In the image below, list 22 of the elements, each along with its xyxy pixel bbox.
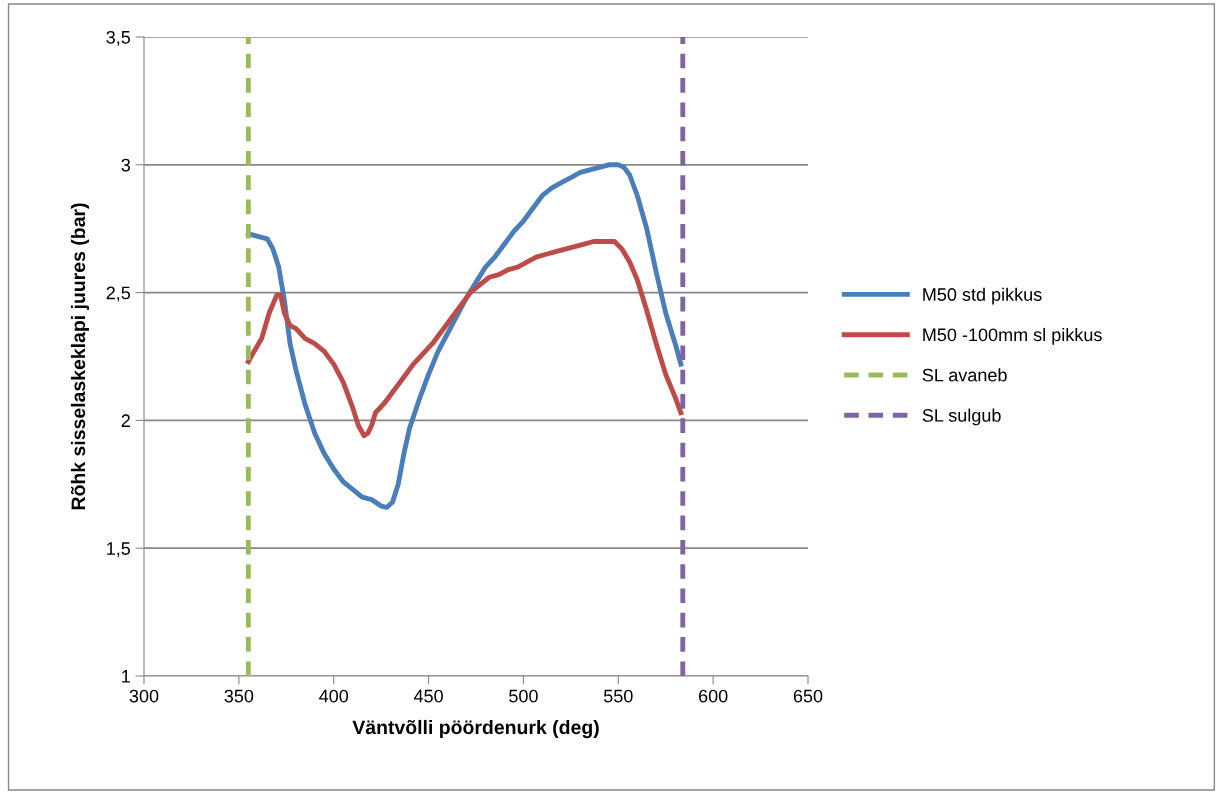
x-tick-label: 400 (319, 689, 349, 703)
line-series (245, 162, 684, 510)
legend-label: M50 -100mm sl pikkus (923, 327, 1102, 345)
x-tick-label: 600 (699, 689, 728, 703)
y-tick-label: 1,5 (107, 542, 131, 558)
x-tick-label: 500 (509, 689, 538, 703)
x-tick-label: 350 (224, 689, 254, 703)
x-tick-label: 450 (413, 689, 443, 703)
y-tick-label: 2,5 (106, 286, 131, 302)
legend-label: SL avaneb (922, 368, 1007, 382)
y-axis-title: Rõhk sisselaskeklapi juures (bar) (70, 203, 90, 510)
y-tick-label: 3,5 (106, 30, 131, 46)
x-tick-label: 550 (603, 689, 633, 703)
x-tick-label: 300 (129, 689, 159, 703)
x-tick-label: 650 (793, 689, 823, 703)
legend-label: M50 std pikkus (923, 287, 1042, 305)
x-axis-title: Väntvõlli pöördenurk (deg) (352, 719, 599, 739)
y-tick-label: 1 (122, 670, 130, 683)
y-tick-label: 3 (121, 158, 131, 172)
legend-label: SL sulgub (922, 408, 1001, 426)
line-series (245, 239, 684, 439)
y-tick-label: 2 (121, 414, 130, 427)
